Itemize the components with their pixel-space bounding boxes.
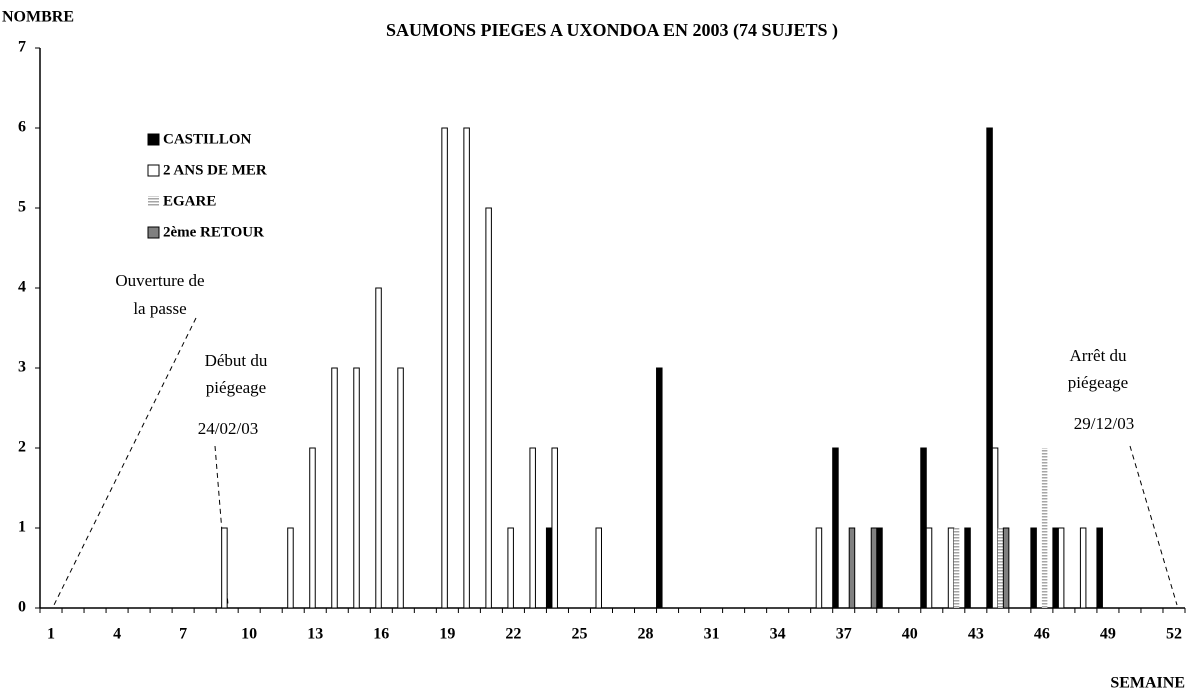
bar — [1052, 527, 1059, 609]
x-tick-label: 43 — [968, 626, 984, 643]
legend-label: EGARE — [163, 193, 216, 209]
y-tick-label: 4 — [18, 279, 26, 296]
legend-swatch — [147, 133, 160, 146]
bar — [507, 527, 514, 609]
legend-swatch — [148, 196, 159, 207]
bar — [331, 367, 338, 609]
annotation: Début du — [205, 351, 268, 370]
annotation: 24/02/03 — [198, 419, 258, 438]
bar — [656, 367, 663, 609]
x-tick-label: 1 — [47, 626, 55, 643]
bar — [545, 527, 553, 609]
annotation: Arrêt du — [1069, 346, 1127, 365]
bar — [997, 528, 1004, 608]
annotation: Ouverture de — [115, 271, 204, 290]
x-tick-label: 25 — [571, 626, 587, 643]
bar — [925, 527, 933, 609]
x-tick-label: 10 — [241, 626, 257, 643]
bar — [551, 447, 558, 609]
annotation: 29/12/03 — [1074, 414, 1134, 433]
bar — [463, 127, 470, 609]
y-tick-label: 0 — [18, 599, 26, 616]
y-tick-label: 7 — [18, 39, 26, 56]
x-tick-label: 34 — [770, 626, 786, 643]
bar — [870, 527, 878, 609]
legend-swatch — [147, 226, 160, 239]
x-tick-label: 22 — [505, 626, 521, 643]
bar — [353, 367, 360, 609]
bar — [375, 287, 382, 609]
x-tick-label: 52 — [1166, 626, 1182, 643]
y-tick-label: 2 — [18, 439, 26, 456]
bar — [964, 527, 971, 609]
x-tick-label: 4 — [113, 626, 121, 643]
y-tick-label: 5 — [18, 199, 26, 216]
x-tick-label: 7 — [179, 626, 187, 643]
bar — [441, 127, 448, 609]
y-tick-label: 1 — [18, 519, 26, 536]
x-tick-label: 49 — [1100, 626, 1116, 643]
legend-label: CASTILLON — [163, 131, 252, 147]
annotation: piégeage — [206, 378, 266, 397]
bar — [1041, 448, 1048, 608]
annotation-line — [53, 317, 197, 606]
y-axis-label: NOMBRE — [2, 9, 74, 26]
bar — [832, 447, 839, 609]
bar — [953, 528, 960, 608]
bar — [991, 447, 999, 609]
bar — [221, 527, 228, 609]
bar — [848, 527, 856, 609]
x-axis-label: SEMAINE — [1110, 675, 1185, 692]
x-tick-label: 13 — [307, 626, 323, 643]
x-tick-label: 37 — [836, 626, 852, 643]
legend-label: 2ème RETOUR — [163, 224, 264, 240]
bar — [1096, 527, 1103, 609]
x-tick-label: 16 — [373, 626, 389, 643]
y-tick-label: 6 — [18, 119, 26, 136]
x-tick-label: 46 — [1034, 626, 1050, 643]
bar — [309, 447, 316, 609]
bar — [1057, 527, 1065, 609]
bar — [529, 447, 536, 609]
bar — [1079, 527, 1087, 609]
bar — [287, 527, 294, 609]
bar — [485, 207, 492, 609]
y-tick-label: 3 — [18, 359, 26, 376]
bar — [947, 527, 955, 609]
bar — [397, 367, 404, 609]
annotation: la passe — [133, 299, 186, 318]
x-tick-label: 31 — [704, 626, 720, 643]
bar — [986, 127, 993, 609]
chart-title: SAUMONS PIEGES A UXONDOA EN 2003 (74 SUJ… — [386, 20, 838, 41]
bar — [920, 447, 927, 609]
bar — [876, 527, 883, 609]
bar — [1002, 527, 1010, 609]
x-tick-label: 19 — [439, 626, 455, 643]
annotation-line — [1129, 445, 1178, 606]
bar — [815, 527, 823, 609]
x-tick-label: 40 — [902, 626, 918, 643]
x-tick-label: 28 — [638, 626, 654, 643]
legend-swatch — [147, 164, 160, 177]
bar — [1030, 527, 1037, 609]
bar — [595, 527, 602, 609]
annotation: piégeage — [1068, 373, 1128, 392]
legend-label: 2 ANS DE MER — [163, 162, 267, 178]
